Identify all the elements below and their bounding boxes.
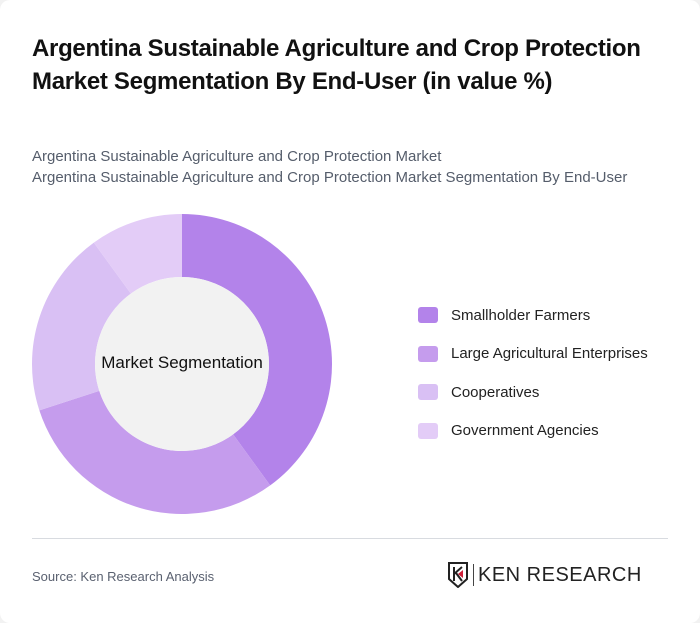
subtitle-line-1: Argentina Sustainable Agriculture and Cr… [32, 148, 442, 165]
legend-item[interactable]: Government Agencies [418, 412, 648, 451]
page-title: Argentina Sustainable Agriculture and Cr… [32, 35, 641, 95]
ken-research-logo: KEN RESEARCH [447, 562, 642, 588]
logo-text: KEN RESEARCH [478, 563, 642, 586]
legend-swatch [418, 307, 438, 324]
legend-label: Large Agricultural Enterprises [451, 345, 648, 363]
donut-hole [95, 277, 269, 451]
footer-divider [32, 538, 668, 539]
logo-separator [473, 564, 474, 586]
legend: Smallholder Farmers Large Agricultural E… [418, 296, 648, 450]
ken-shield-icon [448, 562, 468, 588]
source-note: Source: Ken Research Analysis [32, 569, 215, 584]
legend-label: Government Agencies [451, 422, 599, 440]
donut-slice[interactable] [39, 390, 271, 514]
legend-label: Smallholder Farmers [451, 306, 591, 324]
donut-slice[interactable] [93, 214, 182, 294]
donut-center-label: Market Segmentation [101, 353, 263, 372]
legend-item[interactable]: Cooperatives [418, 373, 648, 412]
legend-item[interactable]: Smallholder Farmers [418, 296, 648, 335]
subtitle: Argentina Sustainable Agriculture and Cr… [32, 146, 627, 188]
subtitle-line-2: Argentina Sustainable Agriculture and Cr… [32, 169, 628, 186]
donut-slice[interactable] [182, 214, 332, 486]
legend-swatch [418, 384, 438, 401]
donut-slice[interactable] [32, 242, 131, 411]
legend-label: Cooperatives [451, 383, 540, 401]
donut-chart [32, 214, 332, 514]
legend-swatch [418, 345, 438, 362]
legend-swatch [418, 422, 438, 439]
legend-item[interactable]: Large Agricultural Enterprises [418, 335, 648, 374]
